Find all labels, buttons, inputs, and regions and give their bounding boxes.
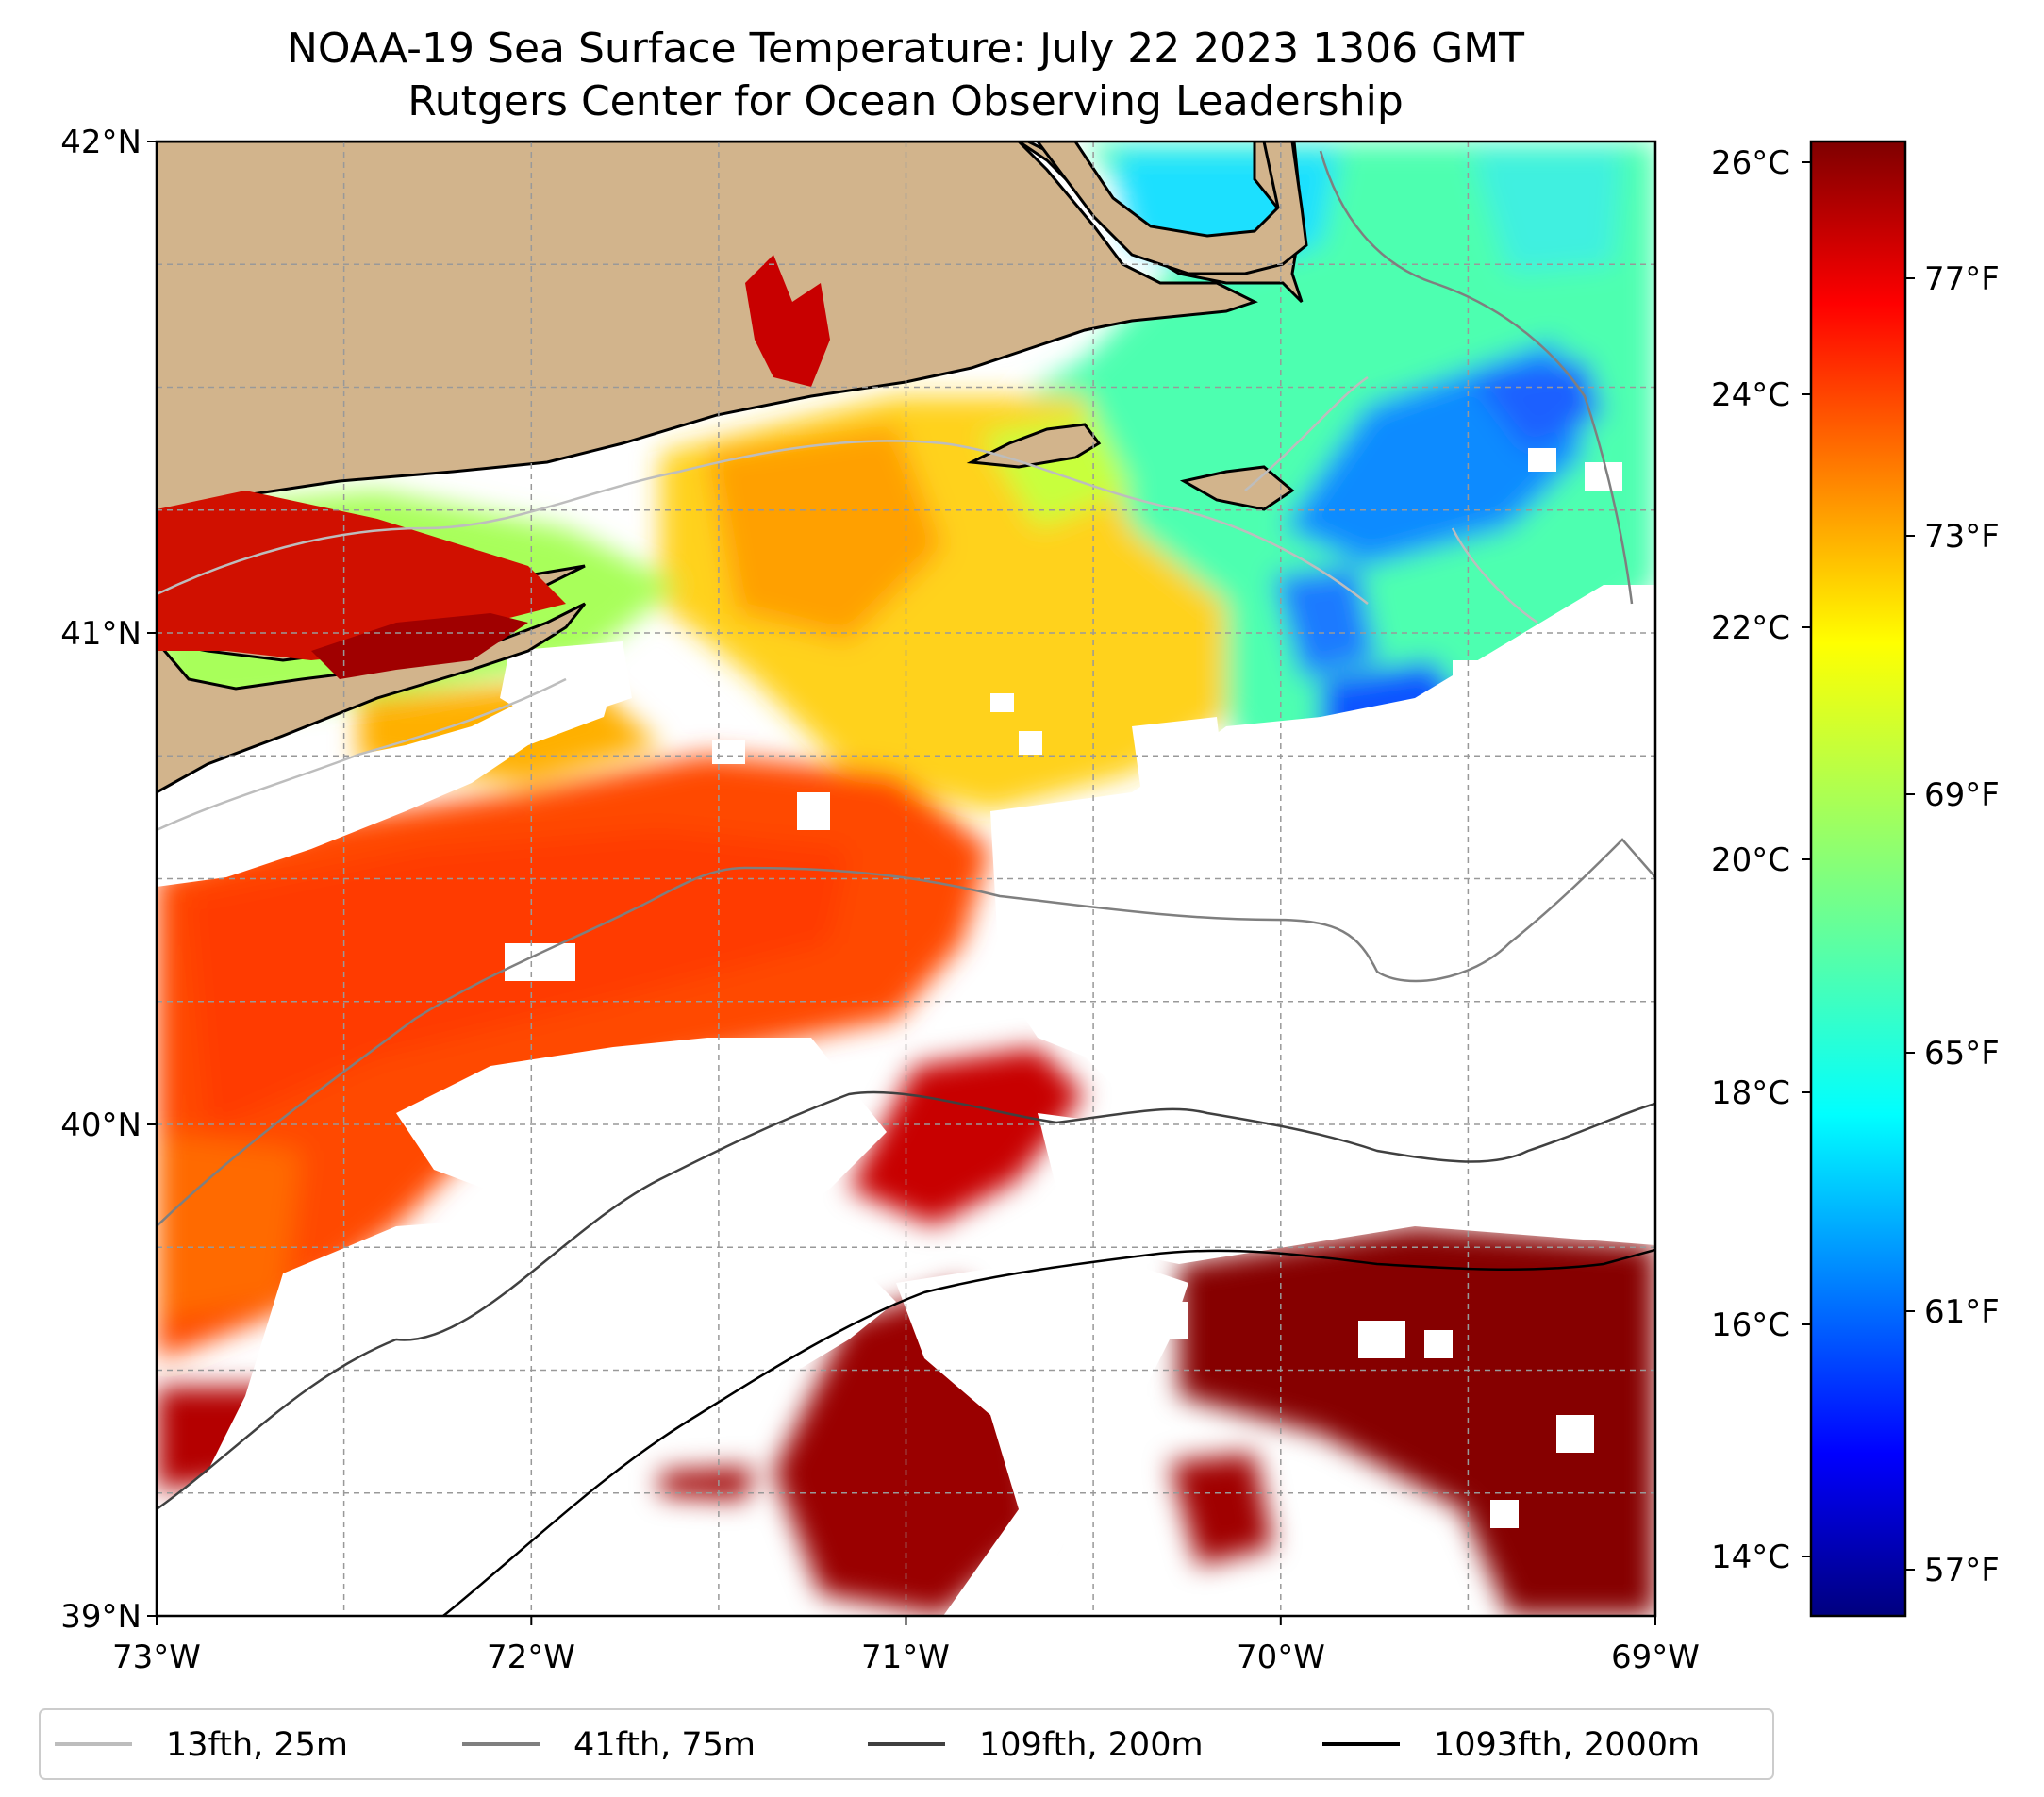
narragansett-bay-warm	[745, 255, 830, 387]
celsius-tick-label: 22°C	[1711, 609, 1790, 647]
isobath-75m	[157, 150, 1655, 1227]
celsius-tick-label: 14°C	[1711, 1539, 1790, 1576]
legend-label: 41fth, 75m	[573, 1726, 756, 1764]
land-nantucket	[1179, 465, 1295, 511]
legend-label: 109fth, 200m	[979, 1726, 1204, 1764]
land-connecticut-ri	[157, 141, 1258, 516]
peconic-bay-warm	[311, 613, 528, 679]
legend-label: 1093fth, 2000m	[1434, 1726, 1700, 1764]
isobath-25m	[157, 677, 567, 832]
isobath-legend: 13fth, 25m 41fth, 75m 109fth, 200m 1093f…	[39, 1708, 1774, 1780]
colorbar-gradient	[1809, 140, 1907, 1618]
fahrenheit-tick-label: 57°F	[1924, 1552, 2000, 1589]
celsius-tick-label: 26°C	[1711, 144, 1790, 182]
celsius-tick-label: 20°C	[1711, 841, 1790, 879]
fahrenheit-tick-label: 61°F	[1924, 1293, 2000, 1331]
legend-label: 13fth, 25m	[166, 1726, 348, 1764]
lon-axis: 73°W 72°W 71°W 70°W 69°W	[112, 1616, 1700, 1676]
lon-tick-label: 72°W	[487, 1639, 575, 1676]
fahrenheit-tick-label: 69°F	[1924, 776, 2000, 814]
title-line-2: Rutgers Center for Ocean Observing Leade…	[407, 77, 1404, 125]
cloud-gaps	[157, 448, 1655, 1616]
lat-tick-label: 42°N	[60, 124, 141, 161]
lat-tick-label: 41°N	[60, 615, 141, 653]
celsius-tick-label: 16°C	[1711, 1306, 1790, 1344]
fahrenheit-tick-label: 73°F	[1924, 518, 2000, 556]
isobath-25m-north	[157, 375, 1538, 624]
title-line-1: NOAA-19 Sea Surface Temperature: July 22…	[287, 25, 1524, 73]
lon-tick-label: 71°W	[861, 1639, 950, 1676]
celsius-tick-label: 18°C	[1711, 1074, 1790, 1112]
lon-tick-label: 69°W	[1611, 1639, 1700, 1676]
isobath-2000m	[442, 1248, 1655, 1616]
lat-axis: 42°N 41°N 40°N 39°N	[60, 124, 157, 1636]
celsius-tick-label: 24°C	[1711, 376, 1790, 414]
isobath-200m	[157, 1090, 1655, 1511]
fahrenheit-tick-label: 77°F	[1924, 260, 2000, 298]
lat-tick-label: 40°N	[60, 1106, 141, 1144]
lat-tick-label: 39°N	[60, 1598, 141, 1636]
colorbar: 26°C 24°C 22°C 20°C 18°C 16°C 14°C 77°F …	[1711, 140, 2000, 1618]
land-cape-cod	[1036, 141, 1308, 275]
lon-tick-label: 70°W	[1237, 1639, 1325, 1676]
fahrenheit-tick-label: 65°F	[1924, 1035, 2000, 1073]
lon-tick-label: 73°W	[112, 1639, 201, 1676]
map-area	[157, 141, 1655, 1616]
